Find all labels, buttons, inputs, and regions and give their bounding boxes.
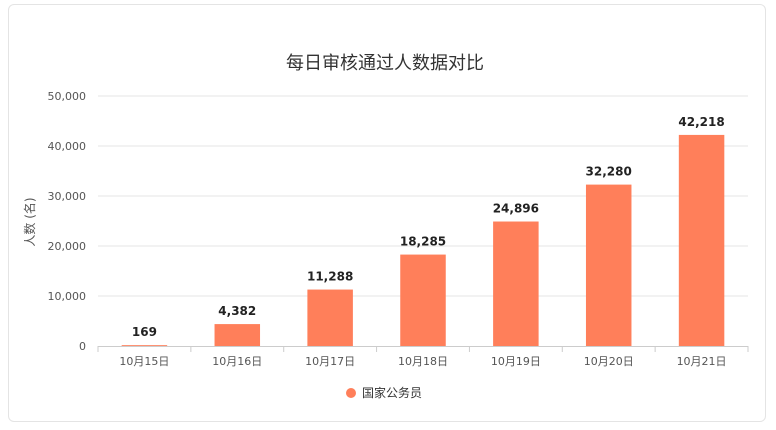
y-tick-label: 0: [79, 340, 86, 353]
x-tick-label: 10月20日: [584, 355, 634, 368]
y-tick-label: 50,000: [48, 90, 87, 103]
data-label: 42,218: [678, 115, 724, 129]
legend-marker-icon: [346, 388, 356, 398]
legend-label: 国家公务员: [362, 385, 422, 400]
y-tick-label: 10,000: [48, 290, 87, 303]
y-tick-label: 40,000: [48, 140, 87, 153]
data-label: 4,382: [218, 304, 256, 318]
y-axis-label: 人数 (名): [22, 197, 37, 246]
x-tick-label: 10月19日: [491, 355, 541, 368]
x-tick-label: 10月21日: [677, 355, 727, 368]
y-axis-ticks: 0 10,000 20,000 30,000 40,000 50,000: [48, 90, 87, 353]
data-label: 18,285: [400, 235, 446, 249]
data-label: 24,896: [493, 202, 539, 216]
data-label: 32,280: [586, 165, 632, 179]
x-tick-label: 10月15日: [119, 355, 169, 368]
bar[interactable]: [214, 324, 261, 346]
bar[interactable]: [307, 289, 353, 346]
bar[interactable]: [400, 254, 446, 346]
bar[interactable]: [121, 345, 168, 346]
x-tick-label: 10月17日: [305, 355, 355, 368]
bar[interactable]: [585, 184, 632, 346]
x-tick-label: 10月16日: [212, 355, 262, 368]
data-label: 169: [132, 325, 157, 339]
y-tick-label: 30,000: [48, 190, 87, 203]
gridlines: [98, 95, 748, 297]
legend[interactable]: 国家公务员: [346, 385, 422, 400]
bar[interactable]: [678, 134, 725, 346]
bar[interactable]: [493, 221, 539, 346]
bar-series: 169 4,382 11,288 18,285 24,896 32,280 42,218: [121, 115, 725, 346]
x-tick-label: 10月18日: [398, 355, 448, 368]
chart-card: [8, 4, 766, 422]
x-axis: 10月15日 10月16日 10月17日 10月18日 10月19日 10月20日 10月2…: [97, 346, 749, 368]
data-label: 11,288: [307, 270, 353, 284]
y-tick-label: 20,000: [48, 240, 87, 253]
chart-title: 每日审核通过人数据对比: [286, 53, 484, 74]
